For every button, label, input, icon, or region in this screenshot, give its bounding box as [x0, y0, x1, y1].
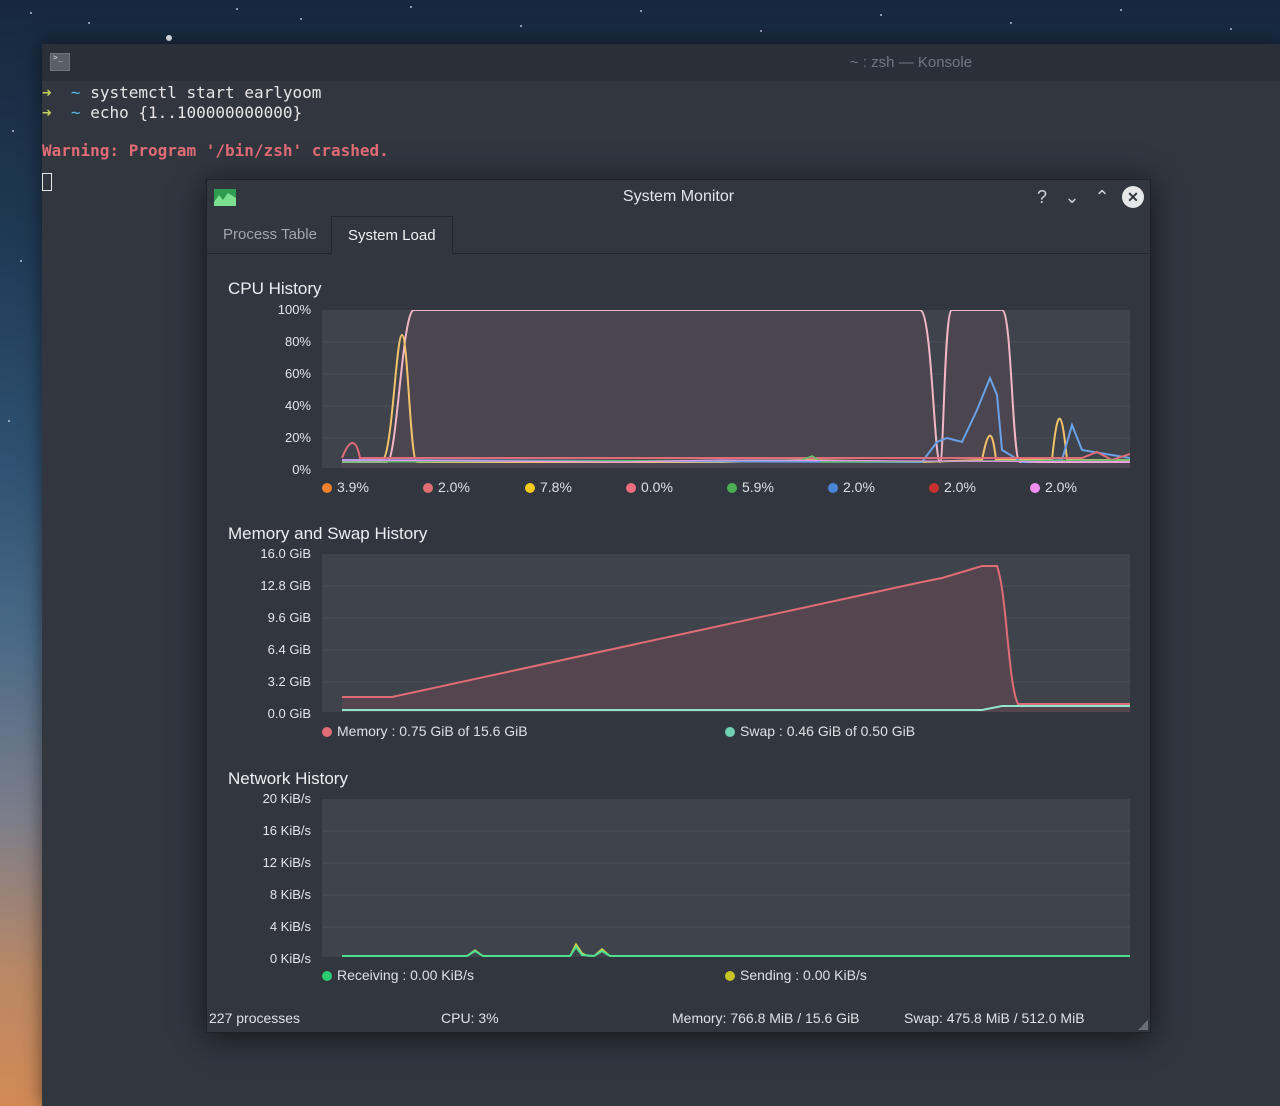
close-button[interactable]: ✕ — [1122, 186, 1144, 208]
system-monitor-window[interactable]: System Monitor ? ⌄ ⌃ ✕ Process Table Sys… — [206, 179, 1151, 1033]
cpu-legend-item: 2.0% — [1030, 479, 1077, 495]
maximize-button[interactable]: ⌃ — [1094, 187, 1110, 207]
legend-label: Receiving : 0.00 KiB/s — [337, 967, 474, 983]
legend-color-dot — [929, 483, 939, 493]
tab-system-load[interactable]: System Load — [331, 216, 453, 254]
cpu-ytick: 0% — [292, 462, 311, 477]
network-ytick: 4 KiB/s — [269, 919, 311, 934]
cpu-legend-item: 2.0% — [929, 479, 976, 495]
memory-ytick: 6.4 GiB — [267, 642, 311, 657]
legend-color-dot — [423, 483, 433, 493]
legend-color-dot — [725, 971, 735, 981]
terminal-line: ➜ ~ echo {1..100000000000} — [42, 103, 1280, 123]
memory-history-title: Memory and Swap History — [228, 524, 428, 543]
terminal-line: ➜ ~ systemctl start earlyoom — [42, 83, 1280, 103]
network-ytick: 16 KiB/s — [262, 823, 311, 838]
prompt-arrow-icon: ➜ — [42, 83, 52, 102]
legend-value: 0.0% — [641, 479, 673, 495]
network-legend-item: Receiving : 0.00 KiB/s — [322, 967, 474, 983]
legend-color-dot — [322, 727, 332, 737]
legend-color-dot — [525, 483, 535, 493]
terminal-command: echo {1..100000000000} — [90, 103, 303, 122]
window-title: System Monitor — [622, 188, 735, 205]
prompt-directory: ~ — [70, 103, 81, 122]
legend-color-dot — [1030, 483, 1040, 493]
cpu-history-title: CPU History — [228, 279, 322, 298]
prompt-arrow-icon: ➜ — [42, 103, 52, 122]
status-process-count: 227 processes — [209, 1010, 301, 1026]
legend-color-dot — [322, 971, 332, 981]
cpu-legend-item: 2.0% — [828, 479, 875, 495]
network-history-title: Network History — [228, 769, 348, 788]
status-swap: Swap: 475.8 MiB / 512.0 MiB — [904, 1010, 1085, 1026]
system-monitor-app-icon — [214, 189, 236, 206]
cpu-ytick: 100% — [277, 302, 311, 317]
network-ytick: 0 KiB/s — [269, 951, 311, 966]
prompt-directory: ~ — [70, 83, 81, 102]
tab-bar: Process Table System Load — [207, 216, 1150, 254]
cpu-legend-item: 3.9% — [322, 479, 369, 495]
resize-grip-icon[interactable] — [1138, 1020, 1148, 1030]
legend-color-dot — [322, 483, 332, 493]
memory-ytick: 12.8 GiB — [260, 578, 311, 593]
legend-label: Sending : 0.00 KiB/s — [740, 967, 867, 983]
legend-value: 2.0% — [1045, 479, 1077, 495]
network-ytick: 20 KiB/s — [262, 791, 311, 806]
cpu-ytick: 60% — [284, 366, 311, 381]
memory-ytick: 3.2 GiB — [267, 674, 311, 689]
legend-color-dot — [727, 483, 737, 493]
terminal-output[interactable]: ➜ ~ systemctl start earlyoom ➜ ~ echo {1… — [42, 81, 1280, 191]
legend-color-dot — [725, 727, 735, 737]
legend-color-dot — [626, 483, 636, 493]
status-cpu: CPU: 3% — [441, 1010, 499, 1026]
terminal-cursor — [42, 172, 52, 191]
network-ytick: 12 KiB/s — [262, 855, 311, 870]
cpu-ytick: 80% — [284, 334, 311, 349]
memory-legend-item: Memory : 0.75 GiB of 15.6 GiB — [322, 723, 528, 739]
memory-history-plot — [322, 554, 1130, 712]
legend-value: 2.0% — [843, 479, 875, 495]
legend-value: 7.8% — [540, 479, 572, 495]
status-memory: Memory: 766.8 MiB / 15.6 GiB — [672, 1010, 860, 1026]
legend-value: 2.0% — [944, 479, 976, 495]
terminal-command: systemctl start earlyoom — [90, 83, 322, 102]
help-button[interactable]: ? — [1036, 187, 1047, 207]
cpu-history-plot — [322, 310, 1130, 468]
network-history-plot — [322, 799, 1130, 957]
cpu-legend-item: 7.8% — [525, 479, 572, 495]
konsole-titlebar[interactable]: >_ ~ : zsh — Konsole — [42, 44, 1280, 81]
memory-ytick: 16.0 GiB — [260, 546, 311, 561]
network-ytick: 8 KiB/s — [269, 887, 311, 902]
minimize-button[interactable]: ⌄ — [1064, 187, 1080, 207]
konsole-title: ~ : zsh — Konsole — [849, 54, 973, 71]
terminal-icon: >_ — [50, 53, 70, 71]
legend-value: 3.9% — [337, 479, 369, 495]
legend-value: 5.9% — [742, 479, 774, 495]
cpu-legend-item: 0.0% — [626, 479, 673, 495]
tab-process-table[interactable]: Process Table — [223, 226, 317, 243]
sysmon-titlebar[interactable]: System Monitor ? ⌄ ⌃ ✕ — [207, 180, 1150, 215]
memory-ytick: 9.6 GiB — [267, 610, 311, 625]
cpu-ytick: 40% — [284, 398, 311, 413]
cpu-ytick: 20% — [284, 430, 311, 445]
network-legend-item: Sending : 0.00 KiB/s — [725, 967, 867, 983]
legend-label: Memory : 0.75 GiB of 15.6 GiB — [337, 723, 528, 739]
legend-value: 2.0% — [438, 479, 470, 495]
legend-color-dot — [828, 483, 838, 493]
cpu-legend-item: 5.9% — [727, 479, 774, 495]
crash-warning: Warning: Program '/bin/zsh' crashed. — [42, 141, 389, 160]
status-bar: 227 processes CPU: 3% Memory: 766.8 MiB … — [207, 1002, 1150, 1032]
memory-legend-item: Swap : 0.46 GiB of 0.50 GiB — [725, 723, 915, 739]
legend-label: Swap : 0.46 GiB of 0.50 GiB — [740, 723, 916, 739]
memory-ytick: 0.0 GiB — [267, 706, 311, 721]
cpu-legend-item: 2.0% — [423, 479, 470, 495]
